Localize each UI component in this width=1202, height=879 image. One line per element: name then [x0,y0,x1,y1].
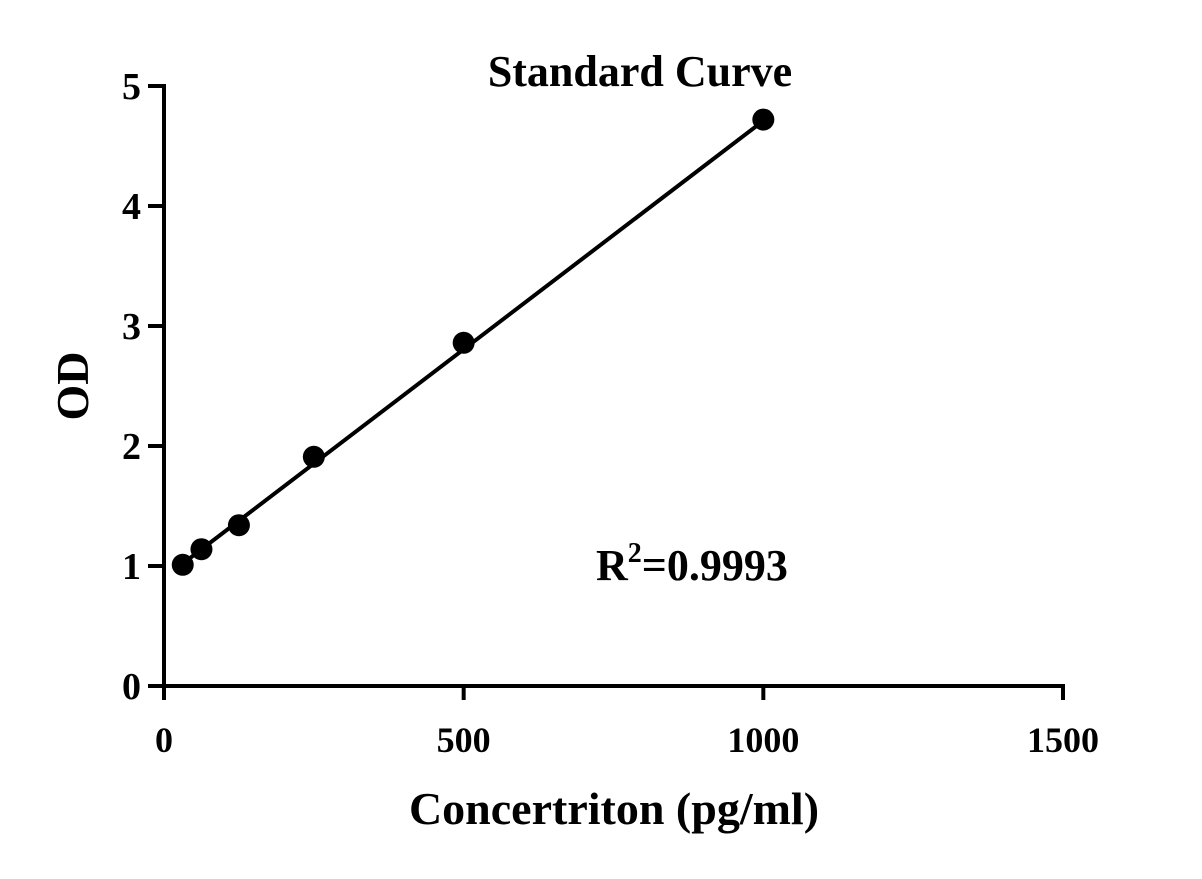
x-tick-label-3: 1500 [1027,720,1099,760]
data-point-0-4 [452,331,475,354]
r-squared-base: R [596,541,629,590]
x-tick-label-1: 500 [437,720,491,760]
y-tick-label-4: 4 [122,186,141,228]
y-tick-label-2: 2 [122,426,141,468]
r-squared-value: =0.9993 [642,541,788,590]
x-axis-label: Concertriton (pg/ml) [409,783,819,834]
points-layer [171,108,775,576]
data-point-0-5 [752,108,775,131]
data-point-0-3 [302,445,325,468]
y-tick-label-5: 5 [122,66,141,108]
y-tick-label-1: 1 [122,546,141,588]
x-tick-label-0: 0 [155,720,173,760]
axes-layer: 0 500 1000 1500 0 1 2 3 4 5 [122,66,1099,760]
y-axis-label: OD [47,352,98,421]
r-squared-annotation: R2=0.9993 [596,538,788,590]
data-point-0-2 [227,514,250,537]
chart-title: Standard Curve [488,47,792,96]
y-tick-label-3: 3 [122,306,141,348]
r-squared-superscript: 2 [628,538,642,569]
y-tick-label-0: 0 [122,666,141,708]
data-point-0-1 [190,538,213,561]
x-tick-label-2: 1000 [727,720,799,760]
data-point-0-0 [171,553,194,576]
